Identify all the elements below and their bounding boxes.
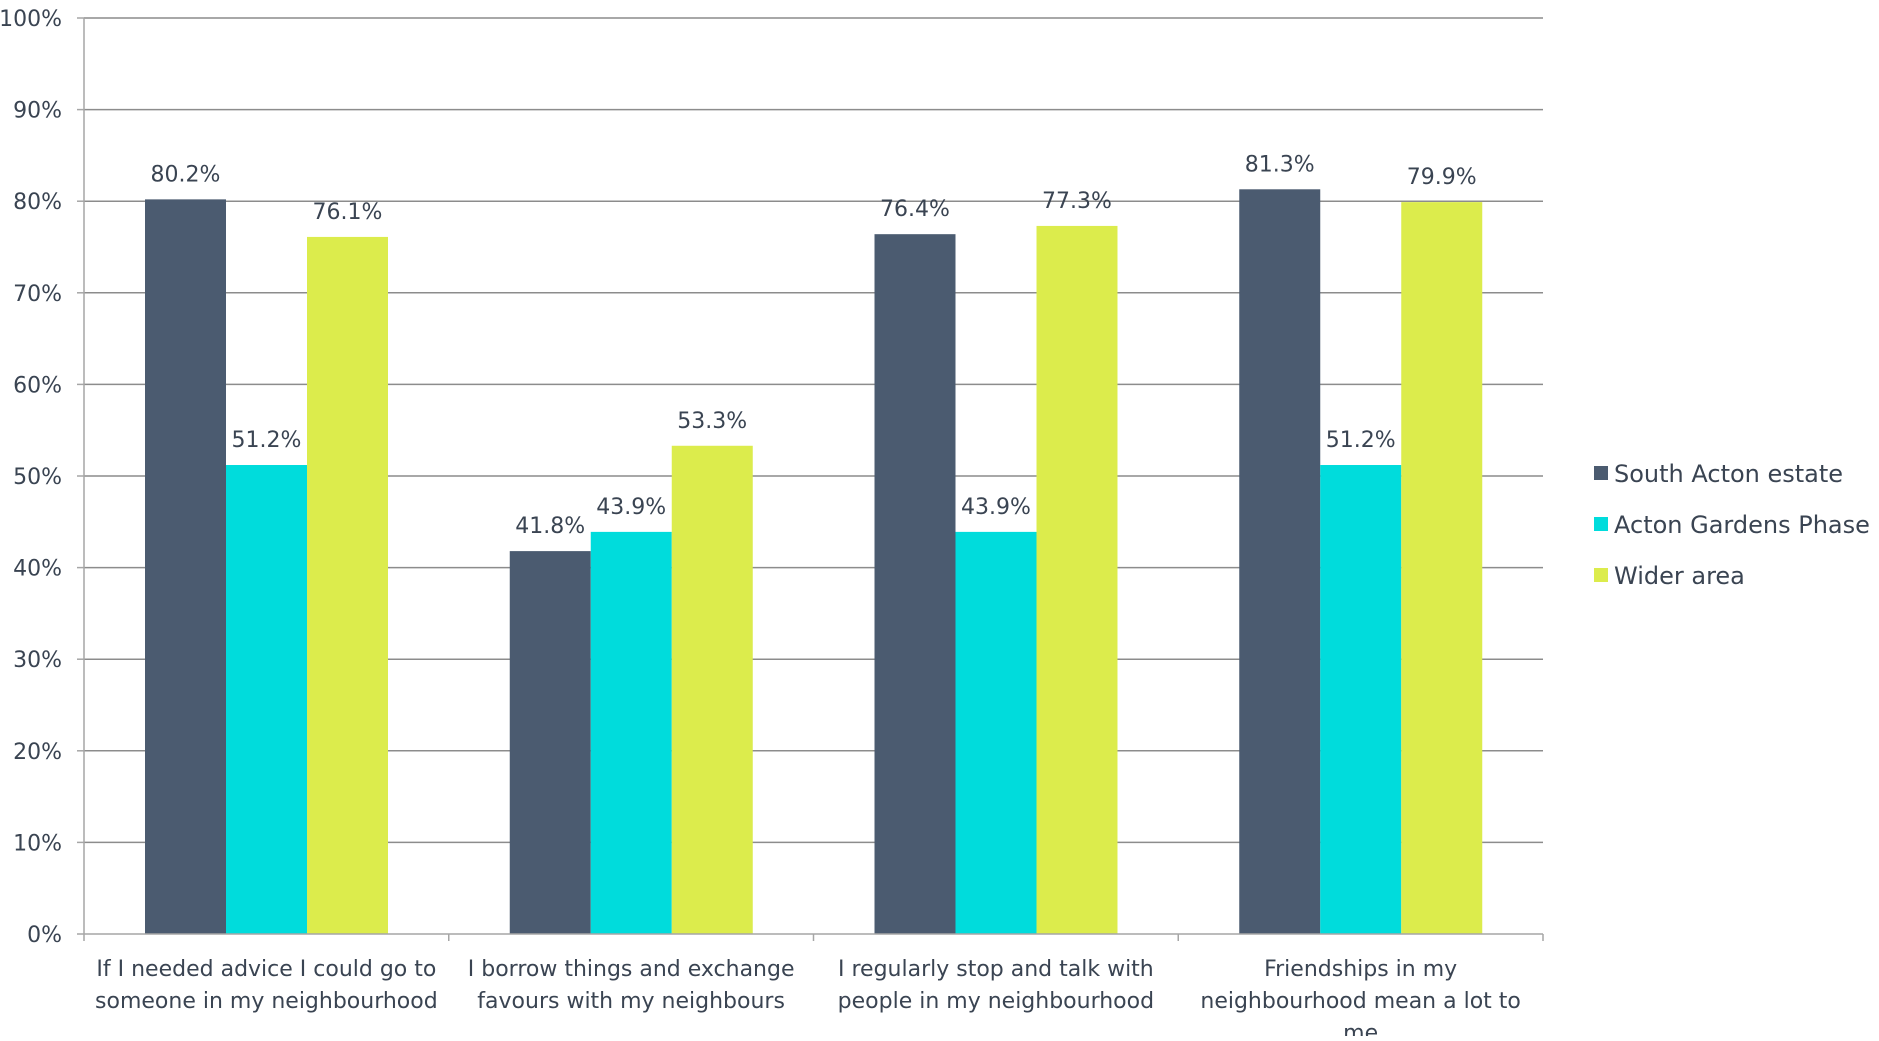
x-axis (83, 18, 1544, 941)
y-tick-label: 90% (13, 99, 62, 124)
bar (1401, 202, 1483, 935)
y-tick-label: 70% (13, 282, 62, 307)
data-label: 79.9% (1407, 165, 1477, 190)
legend-label: Acton Gardens Phase 1 (1614, 511, 1879, 539)
category-label-line: I borrow things and exchange (468, 957, 795, 982)
data-label: 43.9% (596, 495, 666, 520)
y-tick-label: 80% (13, 190, 62, 215)
data-label: 51.2% (232, 428, 302, 453)
y-tick-label: 100% (0, 7, 62, 32)
y-tick-label: 50% (13, 465, 62, 490)
data-label: 81.3% (1245, 152, 1315, 177)
y-tick-label: 60% (13, 373, 62, 398)
legend-label: South Acton estate (1614, 460, 1843, 488)
data-label: 53.3% (677, 409, 747, 434)
category-label-line: Friendships in my (1264, 957, 1457, 982)
category-label-line: neighbourhood mean a lot to (1200, 989, 1520, 1014)
legend-swatch (1594, 466, 1608, 480)
y-tick-label: 10% (13, 831, 62, 856)
legend-swatch (1594, 517, 1608, 531)
bar (1036, 225, 1118, 934)
data-label: 43.9% (961, 495, 1031, 520)
category-label-line: people in my neighbourhood (838, 989, 1154, 1014)
bar (671, 445, 753, 934)
category-labels: If I needed advice I could go to someone … (95, 957, 1521, 1041)
category-label: I borrow things and exchange favours with… (468, 957, 795, 1014)
bar (1239, 189, 1321, 935)
data-label: 51.2% (1326, 428, 1396, 453)
category-label-line: I regularly stop and talk with (838, 957, 1154, 982)
data-label: 41.8% (515, 514, 585, 539)
data-labels: 80.2% 41.8% 76.4% 81.3% 51.2% 43.9% 43.9% 51.2%… (151, 152, 1477, 539)
y-tick-label: 0% (27, 923, 62, 948)
legend: South Acton estate Acton Gardens Phase 1 W… (1594, 460, 1879, 590)
legend-label: Wider area (1614, 562, 1745, 590)
y-tick-label: 30% (13, 648, 62, 673)
legend-swatch (1594, 568, 1608, 582)
y-tick-label: 40% (13, 557, 62, 582)
bar (874, 234, 956, 934)
data-label: 76.1% (313, 200, 383, 225)
bar (1320, 465, 1402, 934)
data-label: 76.4% (880, 197, 950, 222)
category-label-line: If I needed advice I could go to (96, 957, 436, 982)
category-label-line: favours with my neighbours (477, 989, 785, 1014)
bar (145, 199, 226, 935)
data-label: 77.3% (1042, 189, 1112, 214)
bar (226, 465, 307, 934)
bar (955, 531, 1037, 934)
category-label: If I needed advice I could go to someone … (95, 957, 438, 1014)
category-label-line: me (1343, 1021, 1378, 1036)
category-label: Friendships in my neighbourhood mean a lo… (1200, 957, 1520, 1036)
bars (145, 189, 1483, 935)
y-tick-label: 20% (13, 740, 62, 765)
bar (307, 236, 388, 934)
y-axis-ticks: 0% 10% 20% 30% 40% 50% 60% 70% 80% 90% 100% (0, 7, 84, 948)
category-label: I regularly stop and talk with people in … (838, 957, 1154, 1014)
bar (509, 551, 591, 934)
data-label: 80.2% (151, 162, 221, 187)
bar (590, 531, 672, 934)
category-label-line: someone in my neighbourhood (95, 989, 438, 1014)
